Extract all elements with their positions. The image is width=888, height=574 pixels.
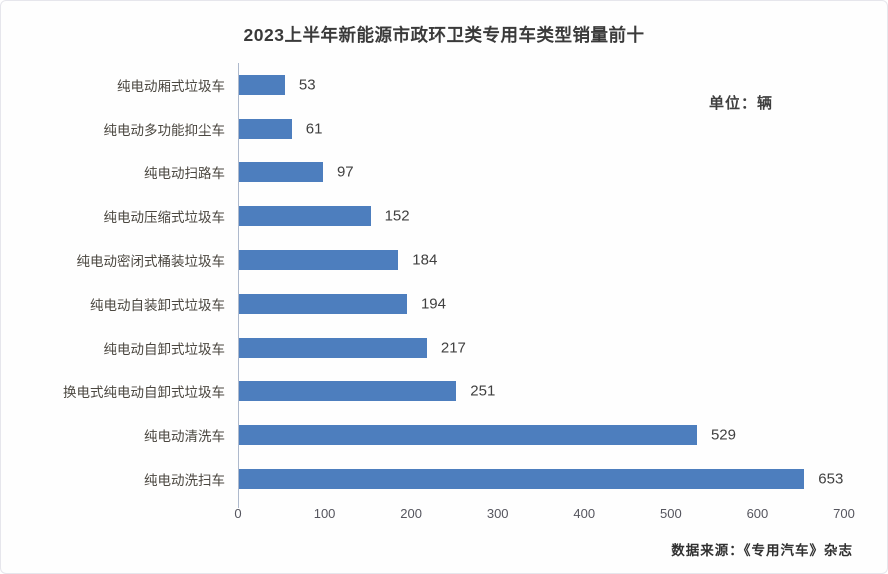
bar-track: 251 (239, 381, 845, 402)
bar-row: 纯电动扫路车 97 (1, 151, 888, 194)
bar-track: 529 (239, 425, 845, 446)
bar-row: 换电式纯电动自卸式垃圾车 251 (1, 370, 888, 413)
value-label: 194 (420, 295, 446, 313)
value-label: 61 (305, 120, 323, 138)
bar (239, 118, 292, 139)
bar-track: 152 (239, 206, 845, 227)
category-label: 纯电动自装卸式垃圾车 (90, 297, 225, 314)
bar-row: 纯电动厢式垃圾车 53 (1, 63, 888, 106)
category-label: 纯电动多功能抑尘车 (103, 122, 226, 139)
bar (239, 250, 399, 271)
category-label: 纯电动洗扫车 (144, 473, 225, 490)
value-label: 529 (710, 426, 736, 444)
bar-track: 61 (239, 118, 845, 139)
category-label: 换电式纯电动自卸式垃圾车 (63, 385, 225, 402)
category-label: 纯电动清洗车 (144, 429, 225, 446)
bar (239, 74, 285, 95)
value-label: 53 (298, 76, 316, 94)
source-label: 数据来源：《专用汽车》杂志 (671, 543, 853, 559)
x-tick-label: 0 (234, 506, 242, 521)
bar-row: 纯电动密闭式桶装垃圾车 184 (1, 239, 888, 282)
category-label: 纯电动扫路车 (144, 166, 225, 183)
bar-chart: 纯电动厢式垃圾车 53 纯电动多功能抑尘车 61 纯电动扫路车 97 纯电动压缩式垃圾车 15… (1, 63, 888, 508)
bar-track: 194 (239, 293, 845, 314)
bar-row: 纯电动清洗车 529 (1, 414, 888, 457)
x-tick-label: 100 (313, 506, 336, 521)
x-tick-label: 700 (833, 506, 855, 521)
bar-track: 53 (239, 74, 845, 95)
x-tick-label: 300 (486, 506, 509, 521)
y-axis-line (238, 63, 239, 508)
category-label: 纯电动压缩式垃圾车 (103, 210, 226, 227)
bar (239, 425, 697, 446)
unit-label: 单位：辆 (709, 95, 774, 112)
x-tick-label: 200 (400, 506, 422, 521)
value-label: 653 (818, 470, 844, 488)
bar-row: 纯电动自装卸式垃圾车 194 (1, 282, 888, 325)
bar (239, 162, 323, 183)
x-tick-label: 600 (746, 506, 769, 521)
value-label: 97 (336, 163, 354, 181)
value-label: 251 (470, 382, 496, 400)
category-label: 纯电动自卸式垃圾车 (103, 341, 226, 358)
bar-row: 纯电动洗扫车 653 (1, 458, 888, 501)
bar (239, 469, 805, 490)
bar-rows: 纯电动厢式垃圾车 53 纯电动多功能抑尘车 61 纯电动扫路车 97 纯电动压缩式垃圾车 15… (1, 63, 888, 501)
value-label: 217 (440, 339, 466, 357)
bar (239, 206, 371, 227)
x-tick-label: 400 (573, 506, 596, 521)
x-tick-label: 500 (659, 506, 682, 521)
bar-track: 97 (239, 162, 845, 183)
bar-row: 纯电动自卸式垃圾车 217 (1, 326, 888, 369)
value-label: 184 (412, 251, 438, 269)
chart-title: 2023上半年新能源市政环卫类专用车类型销量前十 (243, 25, 645, 45)
category-label: 纯电动密闭式桶装垃圾车 (76, 254, 226, 271)
bar-row: 纯电动多功能抑尘车 61 (1, 107, 888, 150)
bar (239, 337, 427, 358)
bar-track: 653 (239, 469, 845, 490)
value-label: 152 (384, 207, 410, 225)
bar-row: 纯电动压缩式垃圾车 152 (1, 195, 888, 238)
bar-track: 217 (239, 337, 845, 358)
bar (239, 293, 407, 314)
bar (239, 381, 457, 402)
category-label: 纯电动厢式垃圾车 (117, 78, 225, 95)
bar-track: 184 (239, 250, 845, 271)
x-axis-zero-tick (238, 500, 239, 507)
x-axis: 0 100 200 300 400 500 600 700 (234, 506, 854, 526)
